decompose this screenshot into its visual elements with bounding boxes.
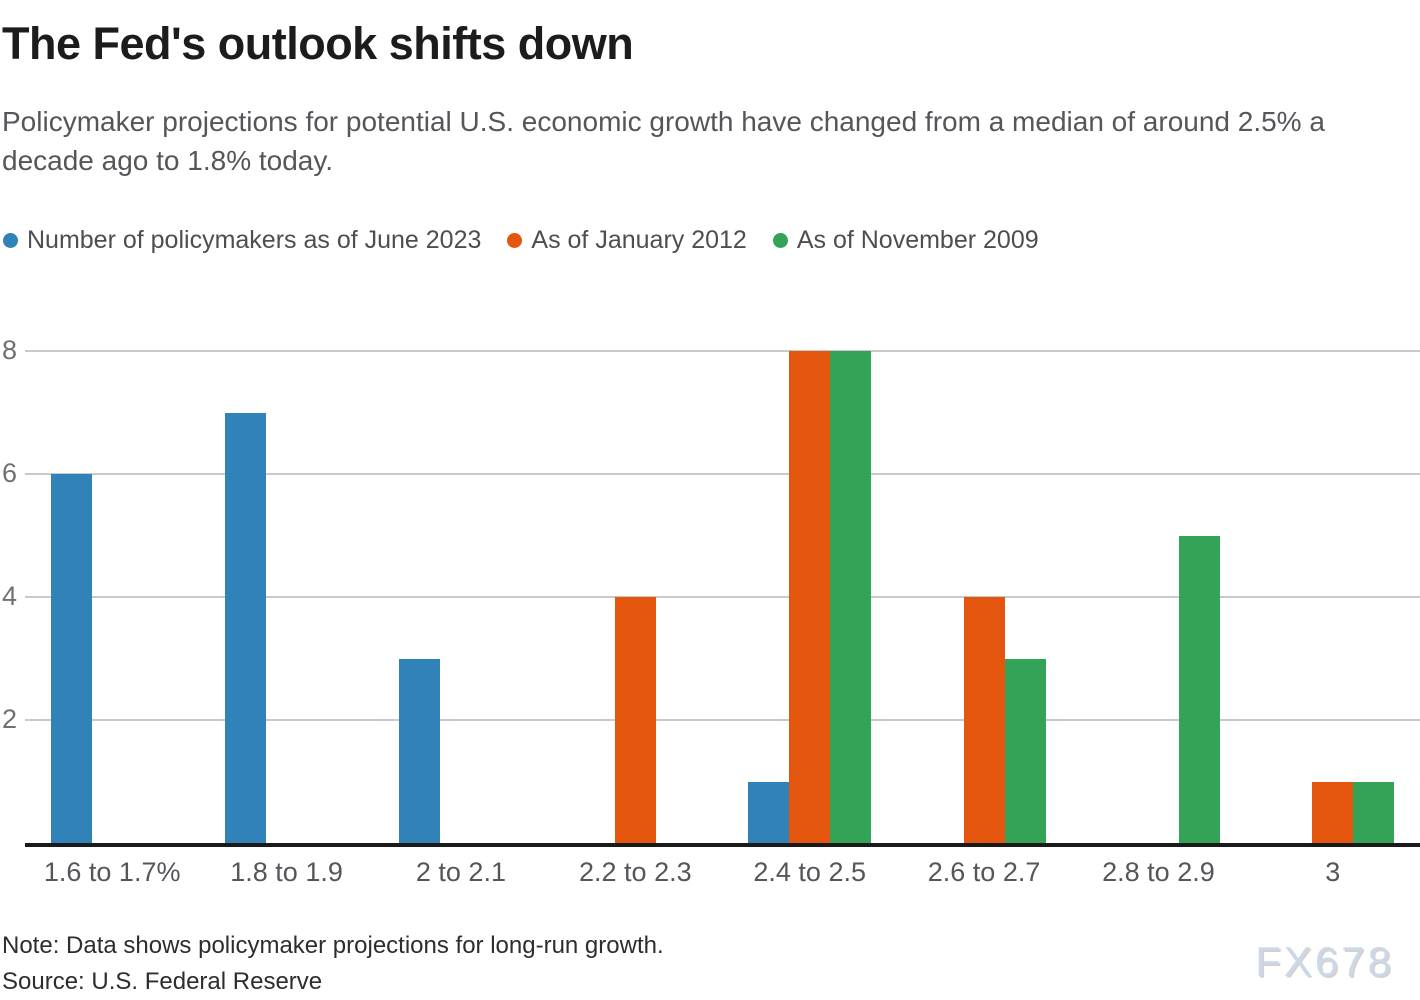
legend-label: Number of policymakers as of June 2023 [27,226,482,254]
x-axis-tick-label: 1.8 to 1.9 [230,857,343,887]
chart-source: Source: U.S. Federal Reserve [2,968,323,995]
bar [789,351,831,843]
x-axis-tick-label: 2.2 to 2.3 [579,857,692,887]
y-axis-tick-label: 2 [2,703,18,734]
bar-group [723,351,897,843]
legend-item: As of January 2012 [507,226,747,255]
bar [50,474,92,843]
legend-dot-icon [772,233,788,248]
gridline [25,350,1420,352]
bar [963,597,1005,843]
x-axis-tick-label: 2.4 to 2.5 [753,857,866,887]
bar-group [374,351,548,843]
legend-dot-icon [507,233,523,248]
chart-title: The Fed's outlook shifts down [2,18,634,69]
watermark: FX678 [1255,938,1394,985]
x-axis-tick-label: 2 to 2.1 [415,857,506,887]
y-axis-tick-label: 4 [2,580,18,611]
bar [1178,535,1220,843]
bar [1004,658,1046,843]
plot-area [25,350,1420,847]
bar [1353,781,1395,843]
gridline [25,719,1420,721]
bar-group [548,351,722,843]
y-axis-tick-label: 6 [2,457,18,488]
x-axis-tick-label: 2.6 to 2.7 [927,857,1041,887]
chart-legend: Number of policymakers as of June 2023 As… [3,226,1039,255]
legend-label: As of January 2012 [531,226,747,254]
bar [399,658,441,843]
chart-note: Note: Data shows policymaker projections… [2,932,664,959]
legend-dot-icon [3,233,18,248]
gridline [25,473,1420,475]
x-axis-line [25,843,1420,847]
bar [225,412,267,843]
x-axis-tick-label: 3 [1325,857,1341,887]
bar-group [1071,351,1245,843]
bar [748,781,790,843]
legend-item: As of November 2009 [772,226,1039,255]
y-axis-tick-label: 8 [2,334,18,365]
bar-group [25,351,199,843]
gridline [25,596,1420,598]
bar-group [199,351,373,843]
x-axis: 1.6 to 1.7% 1.8 to 1.9 2 to 2.1 2.2 to 2.3 2… [25,857,1420,893]
bar [1312,781,1354,843]
x-axis-tick-label: 2.8 to 2.9 [1102,857,1215,887]
x-axis-tick-label: 1.6 to 1.7% [43,857,181,887]
legend-label: As of November 2009 [796,226,1039,254]
bar [614,597,656,843]
bar [830,351,872,843]
bar-group [1246,351,1420,843]
legend-item: Number of policymakers as of June 2023 [3,226,481,255]
bar-group [897,351,1071,843]
y-axis: 2 4 6 8 [2,335,22,843]
chart-subtitle: Policymaker projections for potential U.… [2,106,1325,176]
